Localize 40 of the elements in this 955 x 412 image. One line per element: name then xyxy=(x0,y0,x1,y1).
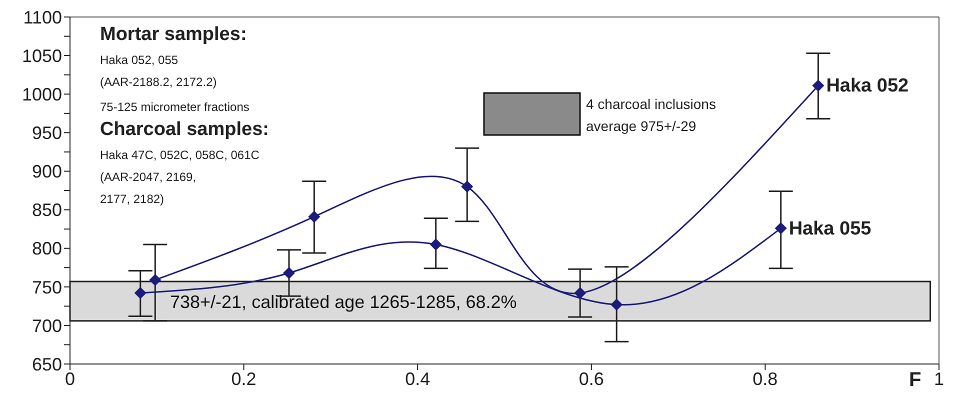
x-tick-label: 0.6 xyxy=(578,368,604,389)
annotation: 2177, 2182) xyxy=(100,192,164,206)
point xyxy=(282,267,295,280)
x-tick-label: 0.2 xyxy=(231,368,256,389)
x-tick-label: 0 xyxy=(64,368,76,389)
point xyxy=(134,287,146,300)
point xyxy=(812,80,824,92)
y-tick-label: 800 xyxy=(32,238,62,259)
x-tick-label: 0.4 xyxy=(405,368,430,389)
y-tick-label: 650 xyxy=(32,354,62,374)
y-tick-label: 1100 xyxy=(23,7,62,28)
series-label: Haka 055 xyxy=(788,218,872,240)
y-tick-label: 850 xyxy=(32,200,62,220)
annotation: Charcoal samples: xyxy=(100,119,269,140)
annotation: 75-125 micrometer fractions xyxy=(100,100,250,114)
series-label: Haka 052 xyxy=(826,76,909,97)
point xyxy=(610,298,623,311)
x-tick-label: 1 xyxy=(934,368,944,389)
y-tick-label: 1050 xyxy=(22,46,62,66)
point xyxy=(308,210,320,223)
y-tick-label: 950 xyxy=(32,123,62,144)
annotation: (AAR-2188.2, 2172.2) xyxy=(100,75,217,89)
band-label: 738+/-21, calibrated age 1265-1285, 68.2% xyxy=(170,292,517,312)
y-tick-label: 1000 xyxy=(22,84,62,104)
point xyxy=(774,222,787,234)
point xyxy=(149,274,162,286)
y-tick-label: 700 xyxy=(32,316,62,336)
point xyxy=(574,287,586,300)
point xyxy=(461,180,474,193)
annotation: Mortar samples: xyxy=(100,24,247,45)
annotation: average 975+/-29 xyxy=(586,118,696,134)
annotation: Haka 052, 055 xyxy=(100,53,178,67)
point xyxy=(430,238,442,250)
annotation: (AAR-2047, 2169, xyxy=(100,170,196,184)
y-tick-label: 900 xyxy=(32,162,62,182)
annotation: 4 charcoal inclusions xyxy=(586,96,716,112)
x-axis-title: F xyxy=(909,369,922,391)
x-tick-label: 0.8 xyxy=(752,368,778,389)
annotation: Haka 47C, 052C, 058C, 061C xyxy=(100,148,260,162)
y-tick-label: 750 xyxy=(32,277,62,298)
